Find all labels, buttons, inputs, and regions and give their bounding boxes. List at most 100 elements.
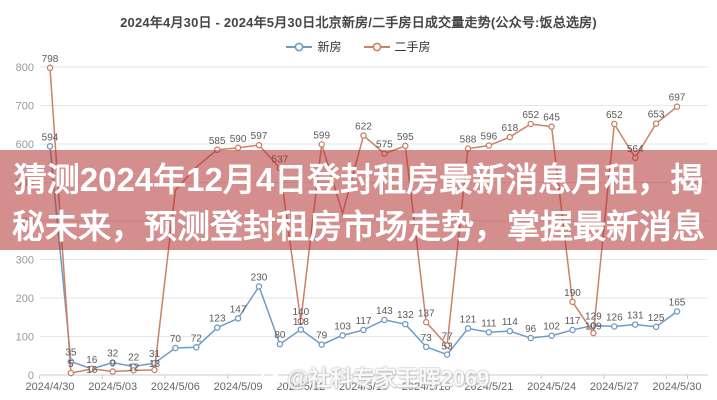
data-label: 9 (110, 359, 116, 370)
data-label: 123 (209, 314, 226, 325)
y-tick-label: 100 (16, 332, 34, 344)
data-point-marker (527, 334, 534, 342)
data-point-marker (130, 367, 137, 374)
data-point-marker (318, 341, 325, 348)
data-point-marker (611, 323, 618, 330)
data-label: 798 (42, 54, 59, 65)
data-point-marker (443, 351, 451, 358)
data-label: 129 (585, 311, 602, 322)
data-point-marker (46, 143, 54, 150)
data-point-marker (46, 64, 54, 72)
data-label: 165 (669, 297, 686, 308)
y-tick-label: 600 (16, 139, 34, 151)
data-label: 652 (606, 110, 623, 121)
data-point-marker (548, 123, 555, 130)
data-label: 140 (292, 307, 309, 318)
data-label: 70 (170, 334, 182, 345)
data-point-marker (485, 329, 493, 336)
data-label: 31 (149, 349, 161, 360)
data-label: 96 (525, 324, 537, 335)
data-label: 596 (481, 132, 498, 143)
data-label: 126 (606, 312, 623, 323)
y-tick-label: 0 (28, 370, 34, 382)
data-label: 117 (356, 316, 372, 327)
promo-text-line1: 猜测2024年12月4日登封租房最新消息月租，揭 (13, 160, 704, 198)
data-point-marker (485, 142, 493, 149)
data-point-marker (297, 317, 305, 325)
data-point-marker (402, 320, 409, 328)
y-tick-label: 700 (16, 101, 34, 113)
legend-label-ershoufang: 二手房 (394, 40, 431, 54)
data-label: 5 (68, 359, 74, 370)
data-label: 32 (107, 349, 119, 360)
line-marker-icon (286, 42, 313, 51)
data-label: 118 (293, 317, 309, 328)
data-point-marker (527, 120, 534, 128)
data-point-marker (402, 142, 409, 150)
data-point-marker (193, 344, 200, 351)
data-label: 131 (627, 311, 644, 322)
data-label: 35 (65, 348, 77, 359)
y-tick-label: 200 (16, 293, 34, 305)
data-point-marker (255, 283, 263, 290)
data-point-marker (255, 141, 263, 149)
data-label: 645 (543, 113, 560, 124)
x-tick-label: 2024/5/09 (214, 381, 263, 393)
data-point-marker (297, 326, 305, 333)
data-label: 16 (86, 365, 98, 376)
data-point-marker (590, 329, 597, 337)
data-label: 121 (460, 314, 477, 325)
data-point-marker (339, 332, 346, 339)
x-axis-ticks (39, 375, 688, 379)
data-label: 597 (251, 131, 268, 142)
data-point-marker (506, 327, 514, 335)
data-label: 125 (648, 313, 665, 324)
data-label: 590 (230, 134, 247, 145)
data-point-marker (422, 343, 430, 351)
data-label: 147 (230, 304, 247, 315)
data-point-marker (673, 308, 681, 315)
data-label: 16 (86, 355, 98, 366)
data-label: 585 (209, 136, 226, 147)
data-point-marker (67, 369, 75, 377)
data-point-marker (652, 323, 660, 331)
data-label: 111 (481, 318, 497, 329)
data-label: 114 (502, 317, 518, 328)
data-point-marker (381, 316, 388, 324)
data-label: 12 (128, 363, 140, 374)
x-tick-label: 2024/5/15 (339, 381, 388, 393)
data-point-marker (318, 141, 325, 148)
x-tick-label: 2024/5/03 (88, 381, 137, 393)
data-point-marker (88, 365, 96, 373)
data-point-marker (673, 103, 681, 110)
data-label: 618 (501, 123, 518, 134)
data-label: 117 (565, 316, 581, 327)
data-point-marker (213, 324, 221, 331)
promo-text-overlay: 猜测2024年12月4日登封租房最新消息月租，揭 秘未来，预测登封租房市场走势，… (0, 150, 717, 250)
data-point-marker (631, 321, 639, 328)
xinfang-series (46, 143, 681, 373)
data-point-marker (360, 132, 367, 139)
x-tick-label: 2024/5/27 (590, 381, 639, 393)
data-label: 622 (355, 122, 372, 133)
line-marker-icon (363, 42, 390, 51)
chart-title: 2024年4月30日 - 2024年5月30日北京新房/二手房日成交量走势(公众… (120, 15, 597, 30)
legend-item-ershoufang[interactable]: 二手房 (363, 38, 431, 55)
data-label: 132 (397, 310, 414, 321)
chart-legend: 新房 二手房 (0, 38, 717, 55)
data-label: 230 (251, 272, 268, 283)
data-label: 79 (316, 331, 328, 342)
data-point-marker (422, 319, 430, 326)
data-label: 599 (313, 130, 330, 141)
data-point-marker (443, 342, 451, 349)
data-label: 13 (149, 359, 161, 370)
data-label: 652 (522, 110, 539, 121)
data-label: 80 (274, 330, 286, 341)
promo-text-line2: 秘未来，预测登封租房市场走势，掌握最新消息 (12, 207, 705, 245)
data-label: 588 (460, 135, 477, 146)
legend-item-xinfang[interactable]: 新房 (286, 38, 342, 55)
data-label: 102 (543, 322, 560, 333)
data-point-marker (360, 326, 367, 334)
data-point-marker (569, 326, 576, 334)
